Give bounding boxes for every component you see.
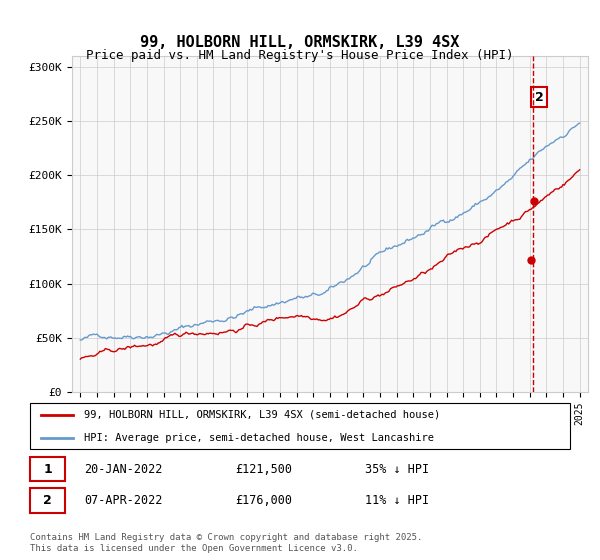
Text: 07-APR-2022: 07-APR-2022 bbox=[84, 494, 163, 507]
Text: 2: 2 bbox=[43, 494, 52, 507]
Text: 11% ↓ HPI: 11% ↓ HPI bbox=[365, 494, 429, 507]
Text: 99, HOLBORN HILL, ORMSKIRK, L39 4SX (semi-detached house): 99, HOLBORN HILL, ORMSKIRK, L39 4SX (sem… bbox=[84, 410, 440, 419]
Text: 2: 2 bbox=[535, 91, 543, 104]
Text: 20-JAN-2022: 20-JAN-2022 bbox=[84, 463, 163, 475]
FancyBboxPatch shape bbox=[30, 403, 570, 449]
Text: £176,000: £176,000 bbox=[235, 494, 292, 507]
Text: 99, HOLBORN HILL, ORMSKIRK, L39 4SX: 99, HOLBORN HILL, ORMSKIRK, L39 4SX bbox=[140, 35, 460, 50]
Text: HPI: Average price, semi-detached house, West Lancashire: HPI: Average price, semi-detached house,… bbox=[84, 433, 434, 442]
Text: 1: 1 bbox=[43, 463, 52, 475]
FancyBboxPatch shape bbox=[30, 488, 65, 513]
Text: Price paid vs. HM Land Registry's House Price Index (HPI): Price paid vs. HM Land Registry's House … bbox=[86, 49, 514, 62]
FancyBboxPatch shape bbox=[30, 457, 65, 481]
Text: 35% ↓ HPI: 35% ↓ HPI bbox=[365, 463, 429, 475]
Text: £121,500: £121,500 bbox=[235, 463, 292, 475]
Text: Contains HM Land Registry data © Crown copyright and database right 2025.
This d: Contains HM Land Registry data © Crown c… bbox=[30, 533, 422, 553]
